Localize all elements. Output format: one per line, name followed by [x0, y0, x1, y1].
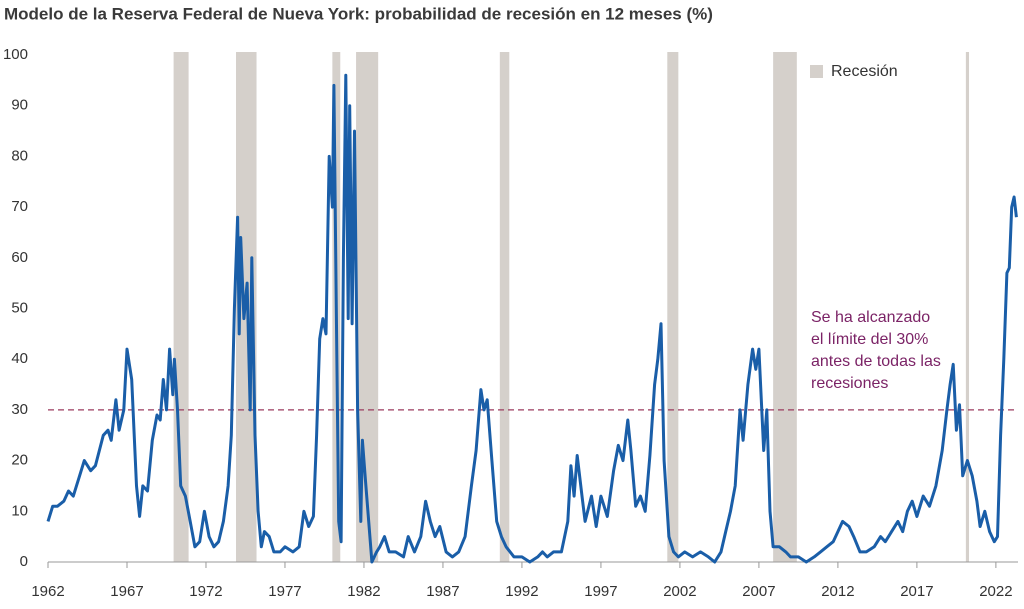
recession-band — [773, 52, 797, 562]
x-tick-label: 2007 — [742, 583, 775, 600]
x-tick-label: 1977 — [268, 583, 301, 600]
annotation: recesiones — [811, 375, 888, 392]
x-tick-label: 1982 — [347, 583, 380, 600]
y-tick-label: 80 — [11, 147, 28, 164]
x-tick-label: 1997 — [584, 583, 617, 600]
x-tick-label: 2017 — [900, 583, 933, 600]
y-tick-label: 40 — [11, 350, 28, 367]
y-tick-label: 70 — [11, 198, 28, 215]
chart-title: Modelo de la Reserva Federal de Nueva Yo… — [4, 4, 713, 23]
y-tick-label: 50 — [11, 299, 28, 316]
recession-band — [965, 52, 970, 562]
y-tick-label: 30 — [11, 401, 28, 418]
legend-swatch — [810, 65, 823, 78]
annotation: antes de todas las — [811, 353, 941, 370]
legend-label: Recesión — [831, 63, 898, 80]
data-line — [46, 73, 1018, 564]
x-tick-label: 2022 — [979, 583, 1012, 600]
x-tick-label: 1972 — [189, 583, 222, 600]
x-tick-label: 2002 — [663, 583, 696, 600]
y-tick-label: 20 — [11, 452, 28, 469]
annotation: Se ha alcanzado — [811, 309, 930, 326]
x-tick-label: 1962 — [31, 583, 64, 600]
x-tick-label: 2012 — [821, 583, 854, 600]
annotation: el límite del 30% — [811, 331, 928, 348]
y-tick-label: 100 — [3, 46, 28, 63]
recession-band — [356, 52, 379, 562]
y-tick-label: 10 — [11, 502, 28, 519]
y-tick-label: 0 — [20, 553, 28, 570]
y-tick-label: 90 — [11, 97, 28, 114]
recession-band — [667, 52, 679, 562]
x-tick-label: 1967 — [110, 583, 143, 600]
x-tick-label: 1987 — [426, 583, 459, 600]
y-tick-label: 60 — [11, 249, 28, 266]
recession-band — [499, 52, 510, 562]
x-tick-label: 1992 — [505, 583, 538, 600]
